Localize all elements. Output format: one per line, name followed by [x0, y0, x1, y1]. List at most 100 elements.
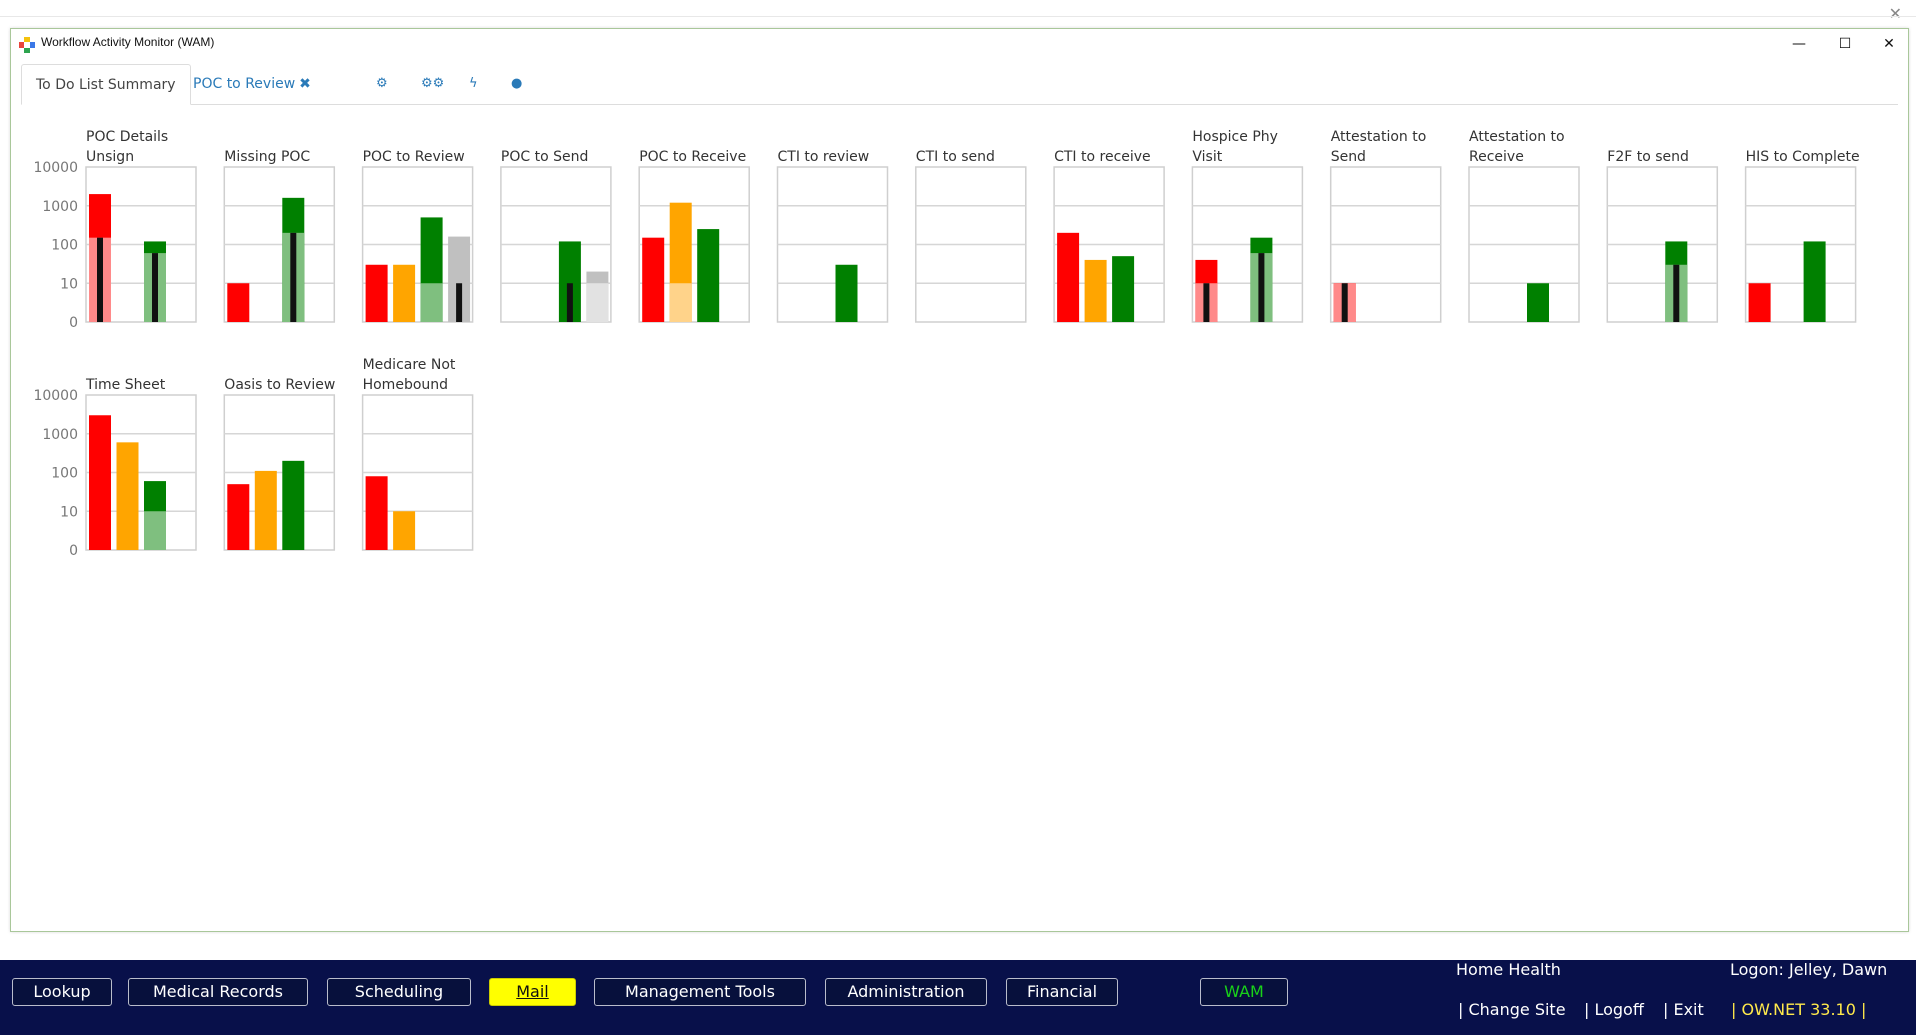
chart-bar-green: [282, 460, 305, 550]
chart-title: Attestation to: [1331, 129, 1427, 145]
y-tick-label: 1000: [42, 427, 78, 443]
chart-title: Receive: [1469, 149, 1524, 165]
logon-label: Logon: Jelley, Dawn: [1730, 960, 1888, 979]
chart-bar-orange: [1084, 259, 1107, 322]
chart-bar-marker: [1341, 283, 1348, 322]
y-tick-label: 10: [60, 276, 78, 292]
version-label: | OW.NET 33.10 |: [1731, 1000, 1867, 1019]
lookup-button[interactable]: Lookup: [12, 978, 112, 1006]
minimize-icon[interactable]: —: [1792, 36, 1806, 52]
chart-bar-marker: [97, 237, 103, 322]
y-tick-label: 100: [51, 238, 78, 254]
tab-bar: To Do List Summary POC to Review ✖ ⚙ ⚙⚙ ϟ…: [21, 64, 1898, 105]
close-icon[interactable]: ✕: [1883, 36, 1895, 52]
chart-title: Send: [1331, 149, 1366, 165]
chart-bar-green: [835, 264, 858, 322]
chart-title: CTI to review: [778, 149, 870, 165]
chart-bar-red: [1748, 283, 1771, 322]
y-tick-label: 10000: [33, 388, 78, 404]
chart-title: Hospice Phy: [1192, 129, 1278, 145]
chart-title: Missing POC: [224, 149, 310, 165]
user-icon[interactable]: ●: [511, 76, 523, 91]
chart-bar-orange: [393, 264, 416, 322]
y-tick-label: 10000: [33, 160, 78, 176]
chart-bar-gray: [448, 236, 471, 322]
y-tick-label: 100: [51, 466, 78, 482]
chart-title: Medicare Not: [363, 357, 456, 373]
chart-bar-marker: [1673, 264, 1680, 322]
site-label: Home Health: [1456, 960, 1561, 979]
y-tick-label: 0: [69, 543, 78, 559]
wam-button[interactable]: WAM: [1200, 978, 1288, 1006]
chart-bar-sub-orange: [669, 283, 692, 322]
management-tools-button[interactable]: Management Tools: [594, 978, 806, 1006]
chart-bar-marker: [1258, 253, 1265, 322]
window-title: Workflow Activity Monitor (WAM): [41, 35, 215, 49]
chart-bar-marker: [1203, 283, 1210, 322]
chart-bar-green: [697, 229, 720, 322]
chart-title: POC to Send: [501, 149, 588, 165]
app-logo-icon: [19, 37, 35, 53]
chart-bar-marker: [456, 283, 463, 322]
chart-bar-green: [1803, 241, 1826, 322]
chart-bar-red: [89, 415, 111, 550]
medical-records-button[interactable]: Medical Records: [128, 978, 308, 1006]
maximize-icon[interactable]: ☐: [1838, 36, 1852, 52]
chart-bar-red: [227, 283, 250, 322]
chart-bar-red: [642, 237, 665, 322]
chart-bar-red: [365, 476, 388, 550]
chart-title: Homebound: [363, 377, 448, 393]
administration-button[interactable]: Administration: [825, 978, 987, 1006]
outer-close-icon[interactable]: ✕: [1888, 4, 1902, 23]
chart-title: Unsign: [86, 149, 134, 165]
financial-button[interactable]: Financial: [1006, 978, 1118, 1006]
chart-bar-sub-green: [144, 511, 166, 550]
chart-title: Time Sheet: [85, 377, 166, 393]
times-icon[interactable]: ✖: [299, 76, 311, 92]
outer-divider: [0, 16, 1916, 17]
chart-bar-orange: [393, 511, 416, 550]
tab-label: POC to Review: [193, 76, 296, 92]
chart-bar-orange: [116, 442, 139, 550]
chart-bar-sub-green: [420, 283, 443, 322]
bolt-icon[interactable]: ϟ: [469, 76, 478, 91]
chart-bar-red: [1057, 232, 1080, 322]
gear-icon[interactable]: ⚙: [376, 76, 388, 91]
y-tick-label: 1000: [42, 199, 78, 215]
chart-title: CTI to send: [916, 149, 995, 165]
chart-title: POC to Receive: [639, 149, 746, 165]
chart-bar-red: [365, 264, 388, 322]
chart-bar-sub-gray: [586, 283, 609, 322]
logoff-link[interactable]: | Logoff: [1584, 1000, 1644, 1019]
chart-title: Oasis to Review: [224, 377, 335, 393]
title-bar: Workflow Activity Monitor (WAM) — ☐ ✕: [11, 29, 1908, 59]
main-taskbar: Lookup Medical Records Scheduling Mail M…: [0, 960, 1916, 1035]
chart-title: CTI to receive: [1054, 149, 1151, 165]
tab-label: To Do List Summary: [36, 77, 176, 93]
chart-title: POC Details: [86, 129, 168, 145]
y-tick-label: 0: [69, 315, 78, 331]
chart-bar-green: [558, 241, 581, 322]
y-tick-label: 10: [60, 504, 78, 520]
chart-title: Visit: [1192, 149, 1222, 165]
chart-title: F2F to send: [1607, 149, 1689, 165]
chart-bar-orange: [254, 470, 277, 550]
exit-link[interactable]: | Exit: [1663, 1000, 1704, 1019]
chart-bar-marker: [290, 232, 297, 322]
chart-bar-marker: [152, 253, 158, 322]
chart-bar-red: [227, 484, 250, 550]
chart-title: POC to Review: [363, 149, 465, 165]
scheduling-button[interactable]: Scheduling: [327, 978, 471, 1006]
wam-window: Workflow Activity Monitor (WAM) — ☐ ✕ To…: [10, 28, 1909, 932]
change-site-link[interactable]: | Change Site: [1458, 1000, 1566, 1019]
chart-bar-green: [1527, 283, 1549, 322]
chart-bar-marker: [566, 283, 573, 322]
chart-title: Attestation to: [1469, 129, 1565, 145]
chart-bar-green: [1112, 256, 1135, 322]
mail-button[interactable]: Mail: [489, 978, 576, 1006]
tab-poc-to-review[interactable]: POC to Review ✖: [193, 64, 311, 104]
tab-to-do-list-summary[interactable]: To Do List Summary: [21, 64, 191, 105]
chart-title: HIS to Complete: [1746, 149, 1860, 165]
gears-icon[interactable]: ⚙⚙: [421, 76, 445, 91]
